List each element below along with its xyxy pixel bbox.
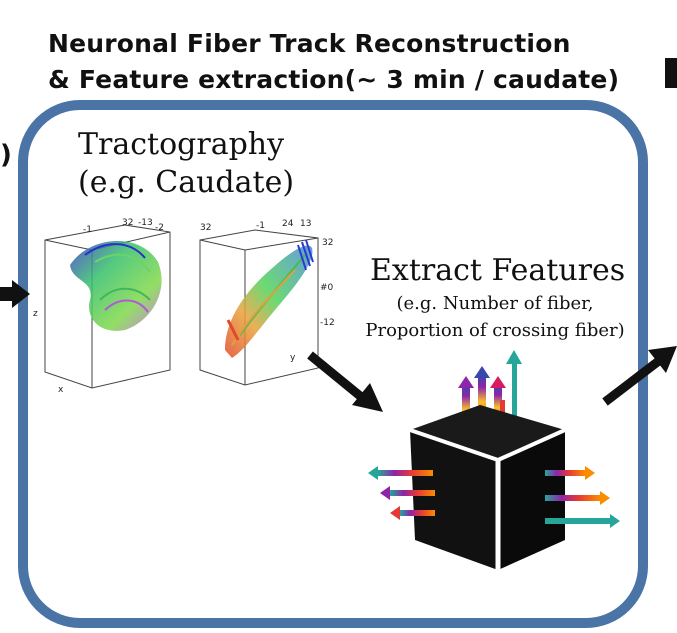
extract-features-title: Extract Features (370, 253, 626, 288)
volume-1-tick: 32 (122, 218, 133, 228)
side-arrows-right (545, 466, 620, 528)
volume-1-axis-z: z (33, 309, 38, 319)
volume-2-tick: 32 (200, 223, 211, 233)
section-heading: Neuronal Fiber Track Reconstruction & Fe… (48, 26, 619, 98)
tractography-title-line-2: (e.g. Caudate) (78, 165, 295, 200)
volume-1-axis-x: x (58, 385, 64, 395)
fiber-bundle-1 (70, 240, 162, 331)
flow-arrow-out (602, 346, 677, 406)
extract-subtitle-line-1: (e.g. Number of fiber, (396, 293, 594, 314)
volume-2-axis-y: y (290, 353, 296, 363)
side-arrows-left (368, 466, 435, 520)
fiber-bundle-2 (225, 239, 314, 358)
right-edge-fragment (665, 58, 677, 88)
volume-2-side-tick: #0 (320, 283, 334, 293)
heading-line-2: & Feature extraction(~ 3 min / caudate) (48, 65, 620, 94)
volume-2-side-tick: -12 (320, 318, 335, 328)
left-edge-fragment: ) (0, 140, 12, 170)
volume-2-tick: 13 (300, 219, 311, 229)
volume-2-tick: -1 (256, 221, 265, 231)
volume-1-tick: -1 (83, 225, 92, 235)
volume-2-tick: 24 (282, 219, 294, 229)
extract-features-subtitle: (e.g. Number of fiber, Proportion of cro… (345, 290, 645, 344)
volume-2-tick: 32 (322, 238, 333, 248)
feature-box-graphic (368, 350, 620, 570)
heading-line-1: Neuronal Fiber Track Reconstruction (48, 29, 571, 58)
tractography-volume-2: 32 -1 24 13 32 #0 -12 y (199, 219, 335, 386)
tractography-volume-1: -1 32 -13 -2 z x (33, 218, 171, 395)
tractography-title-line-1: Tractography (78, 127, 285, 162)
extract-subtitle-line-2: Proportion of crossing fiber) (365, 320, 625, 341)
process-frame (18, 100, 648, 628)
entry-arrow (0, 280, 30, 308)
volume-1-tick: -13 (138, 218, 153, 228)
flow-arrow-to-box (307, 351, 383, 412)
volume-1-tick: -2 (155, 223, 164, 233)
tractography-title: Tractography (e.g. Caudate) (78, 126, 294, 202)
